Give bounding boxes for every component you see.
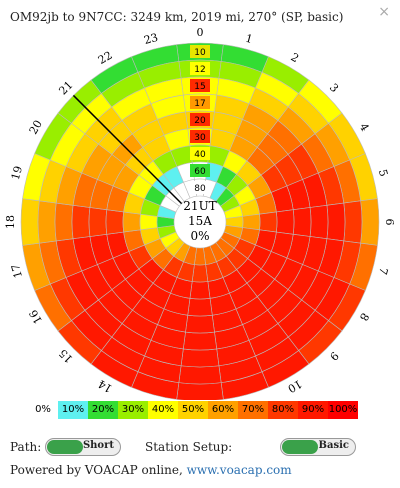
voacap-link[interactable]: www.voacap.com: [186, 463, 292, 477]
hour-label: 10: [285, 377, 304, 395]
hour-label: 14: [96, 377, 115, 395]
hour-label: 13: [143, 397, 160, 400]
hour-label: 19: [9, 165, 25, 182]
wheel-cell: [191, 264, 209, 283]
legend-item: 80%: [268, 401, 298, 419]
wheel-cell: [71, 204, 91, 240]
frequency-label-bg: [190, 147, 210, 160]
path-toggle[interactable]: Short: [45, 438, 121, 456]
hour-label: 8: [357, 310, 372, 323]
reliability-legend: 0% 10% 20% 30% 40% 50% 60% 70% 80% 90% 100%: [28, 401, 358, 419]
hour-label: 15: [56, 346, 75, 365]
wheel-cell: [182, 331, 218, 351]
legend-item: 70%: [238, 401, 268, 419]
hour-label: 23: [143, 31, 160, 47]
wheel-cell: [37, 200, 57, 244]
wheel-cell: [178, 365, 222, 385]
wheel-cell: [54, 202, 74, 242]
center-percent: 0%: [190, 229, 209, 243]
frequency-label: 17: [194, 99, 205, 109]
close-icon[interactable]: ×: [378, 4, 390, 20]
hour-label: 11: [241, 397, 258, 400]
station-toggle-knob: [282, 440, 318, 454]
wheel-cell: [180, 348, 220, 368]
center-sfi: 15A: [188, 214, 212, 228]
wheel-cell: [292, 207, 312, 237]
hour-label: 1: [244, 32, 254, 46]
legend-item: 20%: [88, 401, 118, 419]
hour-label: 5: [376, 168, 390, 178]
hour-label: 2: [288, 51, 301, 66]
wheel-cell: [88, 207, 108, 237]
frequency-label-bg: [190, 79, 210, 92]
station-setup-value: Basic: [318, 440, 349, 451]
hour-label: 20: [27, 118, 45, 137]
current-hour-marker: [72, 94, 183, 205]
legend-item: 0%: [28, 401, 58, 419]
frequency-label-bg: [190, 181, 210, 194]
wheel-cell: [360, 198, 380, 246]
hour-label: 16: [27, 307, 45, 326]
frequency-labels: 10 12 15 17 20 30 40 60 80: [190, 45, 210, 194]
wheel-cell: [105, 209, 124, 235]
frequency-label: 10: [194, 48, 206, 58]
wheel-cell: [309, 204, 329, 240]
hour-label: 17: [9, 263, 25, 280]
wheel-cells: [20, 42, 380, 400]
frequency-label: 40: [194, 150, 206, 160]
station-setup-toggle[interactable]: Basic: [280, 438, 356, 456]
frequency-label-bg: [190, 62, 210, 75]
hour-label: 21: [56, 78, 75, 97]
footer-text: Powered by VOACAP online,: [10, 463, 183, 477]
wheel-cell: [343, 200, 363, 244]
station-setup-label: Station Setup:: [145, 440, 233, 454]
frequency-label-bg: [190, 164, 210, 177]
legend-item: 60%: [208, 401, 238, 419]
wheel-cell: [259, 211, 278, 233]
frequency-label: 30: [194, 133, 206, 143]
path-label: Path:: [10, 440, 42, 454]
frequency-label: 12: [194, 65, 205, 75]
frequency-label: 20: [194, 116, 206, 126]
frequency-label: 60: [194, 167, 206, 177]
hour-label: 22: [96, 49, 115, 67]
hour-label: 4: [357, 121, 372, 134]
hour-label: 18: [4, 215, 17, 229]
frequency-label-bg: [190, 45, 210, 58]
wheel-cell: [187, 298, 213, 317]
wheel-cell: [185, 314, 215, 334]
legend-item: 90%: [298, 401, 328, 419]
wheel-cell: [139, 213, 158, 231]
hour-label: 3: [327, 81, 341, 95]
center-info: 21UT 15A 0%: [183, 199, 216, 243]
hour-label: 7: [376, 266, 390, 276]
frequency-label: 80: [194, 184, 206, 194]
footer: Powered by VOACAP online, www.voacap.com: [10, 463, 292, 477]
legend-item: 40%: [148, 401, 178, 419]
center-time: 21UT: [183, 199, 216, 213]
path-value: Short: [82, 440, 114, 451]
frequency-label-bg: [190, 113, 210, 126]
hour-label: 0: [197, 28, 204, 39]
page-title: OM92jb to 9N7CC: 3249 km, 2019 mi, 270° …: [10, 10, 344, 24]
path-toggle-knob: [47, 440, 83, 454]
wheel-cell: [176, 382, 224, 400]
hour-label: 6: [383, 219, 396, 226]
wheel-cell: [326, 202, 346, 242]
frequency-label: 15: [194, 82, 205, 92]
wheel-cell: [189, 281, 211, 300]
legend-item: 10%: [58, 401, 88, 419]
propagation-wheel-chart: 01234567891011121314151617181920212223 1…: [4, 28, 396, 400]
legend-item: 100%: [328, 401, 358, 419]
wheel-cell: [276, 209, 295, 235]
frequency-label-bg: [190, 96, 210, 109]
wheel-cell: [20, 198, 40, 246]
hour-label: 9: [327, 349, 341, 363]
wheel-cell: [122, 211, 141, 233]
legend-item: 50%: [178, 401, 208, 419]
wheel-cell: [242, 213, 261, 231]
legend-item: 30%: [118, 401, 148, 419]
frequency-label-bg: [190, 130, 210, 143]
